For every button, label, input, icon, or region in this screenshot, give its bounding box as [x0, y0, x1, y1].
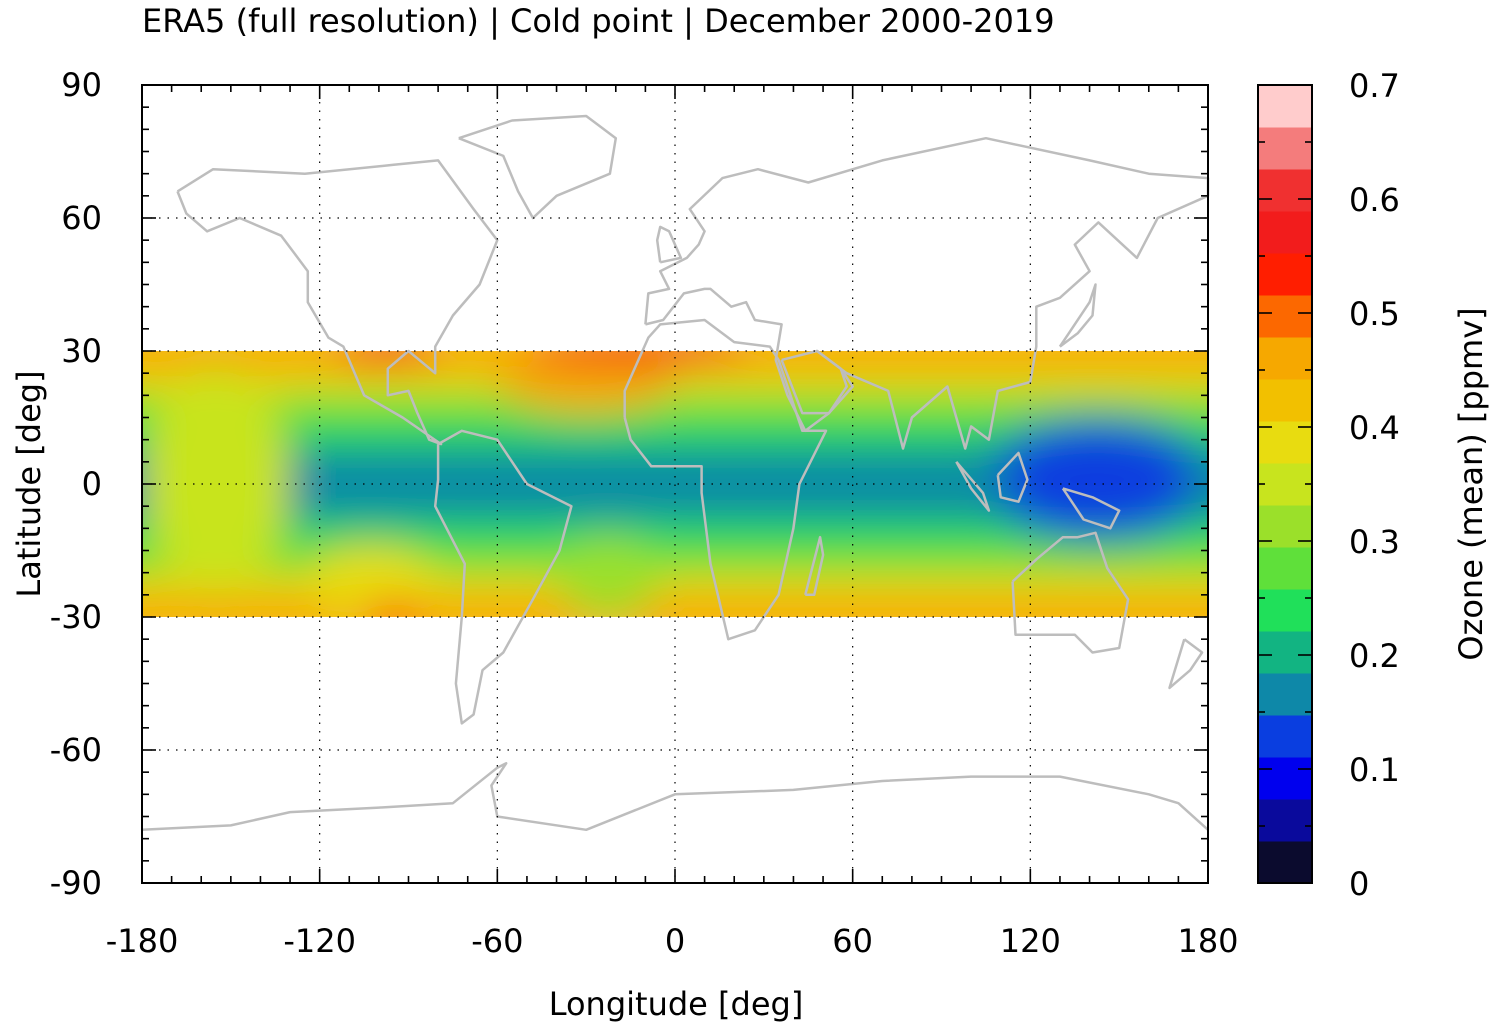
coastline-eurasia [644, 136, 1210, 450]
colorbar-level [1258, 463, 1312, 506]
y-axis-label: Latitude [deg] [10, 370, 48, 597]
coastline-antarctica [141, 762, 1209, 832]
x-tick-labels: -180 -120 -60 0 60 120 180 [106, 922, 1239, 960]
colorbar-level [1258, 799, 1312, 842]
colorbar-level [1258, 379, 1312, 422]
colorbar-level [1258, 169, 1312, 212]
x-tick-label: 120 [1000, 922, 1061, 960]
ozone-north-atlantic-high [497, 351, 675, 414]
colorbar-level [1258, 757, 1312, 800]
colorbar-level [1258, 421, 1312, 464]
coastlines [141, 114, 1210, 832]
colorbar-ticks [1258, 84, 1312, 884]
colorbar-level [1258, 127, 1312, 170]
y-tick-label: -90 [50, 864, 102, 902]
coastline-arabia-fix [780, 349, 848, 415]
colorbar-tick-labels: 0 0.1 0.2 0.3 0.4 0.5 0.6 0.7 [1349, 67, 1400, 903]
colorbar [1258, 85, 1312, 884]
y-tick-labels: -90 -60 -30 0 30 60 90 [50, 66, 102, 902]
colorbar-level [1258, 715, 1312, 758]
coastline-japan [1058, 283, 1097, 348]
x-tick-label: 180 [1177, 922, 1238, 960]
colorbar-level [1258, 337, 1312, 380]
colorbar-tick-label: 0.1 [1349, 751, 1400, 789]
axis-ticks [141, 84, 1209, 884]
colorbar-level [1258, 85, 1312, 128]
x-tick-label: -180 [106, 922, 179, 960]
colorbar-tick-label: 0.5 [1349, 295, 1400, 333]
coastline-madagascar [804, 535, 825, 597]
colorbar-level [1258, 841, 1312, 884]
colorbar-tick-label: 0.6 [1349, 181, 1400, 219]
x-axis-label: Longitude [deg] [549, 985, 804, 1023]
colorbar-tick-label: 0.2 [1349, 637, 1400, 675]
coastline-britain [655, 225, 683, 264]
colorbar-level [1258, 253, 1312, 296]
y-tick-label: 60 [61, 199, 102, 237]
x-tick-label: 0 [665, 922, 685, 960]
colorbar-level [1258, 547, 1312, 590]
coastline-new-guinea [1061, 487, 1121, 530]
y-tick-label: 30 [61, 332, 102, 370]
coastline-south-america [433, 429, 573, 725]
ozone-south-atlantic-high [556, 537, 661, 617]
colorbar-tick-label: 0 [1349, 865, 1369, 903]
ozone-south-pacific-high [304, 546, 439, 617]
x-tick-label: -60 [471, 922, 523, 960]
coastline-north-america [176, 159, 499, 446]
coastline-africa [623, 318, 828, 641]
colorbar-level [1258, 295, 1312, 338]
colorbar-tick-label: 0.3 [1349, 523, 1400, 561]
y-tick-label: 0 [82, 465, 102, 503]
coastline-australia [1011, 531, 1130, 654]
coastline-new-zealand [1168, 638, 1204, 690]
y-tick-label: -60 [50, 731, 102, 769]
ozone-pacific-east-high [142, 368, 291, 591]
ozone-south-maximum [364, 603, 424, 617]
colorbar-tick-label: 0.7 [1349, 67, 1400, 105]
colorbar-level [1258, 631, 1312, 674]
coastline-borneo [996, 451, 1029, 503]
y-tick-label: 90 [61, 66, 102, 104]
ozone-warm-pool-min [1000, 430, 1194, 529]
colorbar-level [1258, 673, 1312, 716]
y-tick-label: -30 [50, 598, 102, 636]
x-tick-label: -120 [283, 922, 356, 960]
colorbar-label: Ozone (mean) [ppmv] [1452, 307, 1490, 660]
coastline-greenland [458, 114, 618, 220]
colorbar-level [1258, 211, 1312, 254]
colorbar-tick-label: 0.4 [1349, 409, 1400, 447]
coastline-sumatra [955, 460, 991, 512]
ozone-north-maximum-east [526, 351, 749, 365]
x-tick-label: 60 [832, 922, 873, 960]
chart-title: ERA5 (full resolution) | Cold point | De… [142, 2, 1055, 40]
colorbar-level [1258, 589, 1312, 632]
